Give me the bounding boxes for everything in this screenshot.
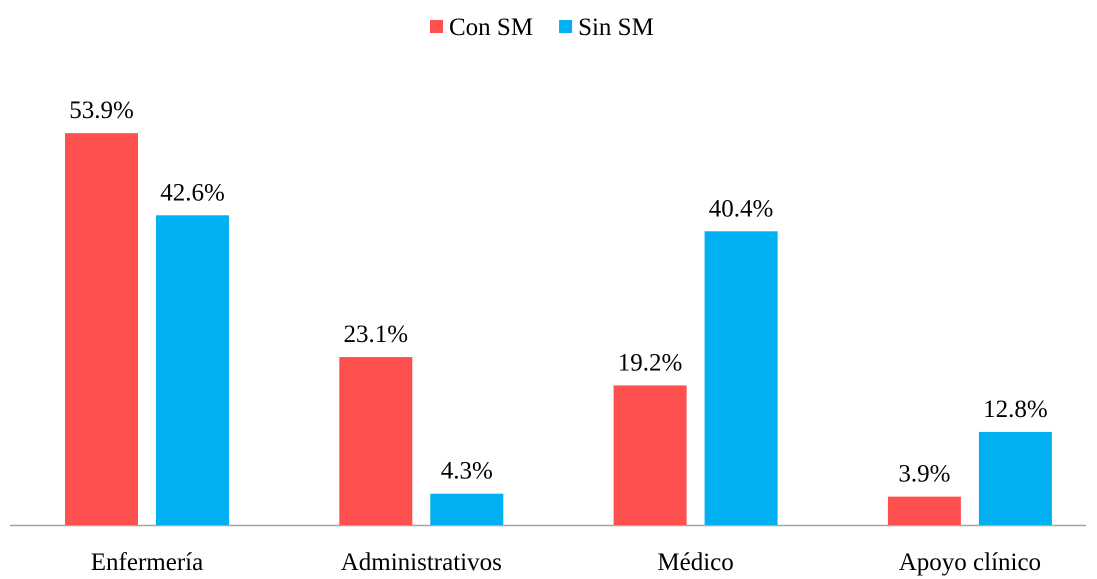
legend-swatch — [559, 20, 573, 33]
value-label: 53.9% — [69, 97, 134, 124]
bar — [887, 496, 961, 525]
legend-label: Sin SM — [578, 14, 654, 41]
value-label: 19.2% — [618, 349, 683, 376]
x-tick-label: Enfermería — [91, 549, 203, 576]
legend-swatch — [430, 20, 443, 33]
bar — [156, 215, 229, 525]
bar — [65, 133, 138, 525]
bar — [339, 357, 413, 525]
value-label: 12.8% — [983, 396, 1048, 423]
bar — [978, 431, 1052, 525]
legend-label: Con SM — [449, 14, 533, 41]
bar — [430, 493, 504, 525]
x-tick-label: Administrativos — [341, 549, 502, 576]
value-label: 4.3% — [441, 458, 493, 485]
x-tick-label: Médico — [657, 549, 733, 576]
bar — [704, 231, 778, 526]
x-tick-label: Apoyo clínico — [899, 549, 1041, 576]
value-label: 23.1% — [344, 321, 409, 348]
bar — [613, 385, 687, 525]
value-label: 3.9% — [898, 461, 950, 488]
value-label: 40.4% — [709, 195, 774, 222]
value-label: 42.6% — [160, 179, 225, 206]
